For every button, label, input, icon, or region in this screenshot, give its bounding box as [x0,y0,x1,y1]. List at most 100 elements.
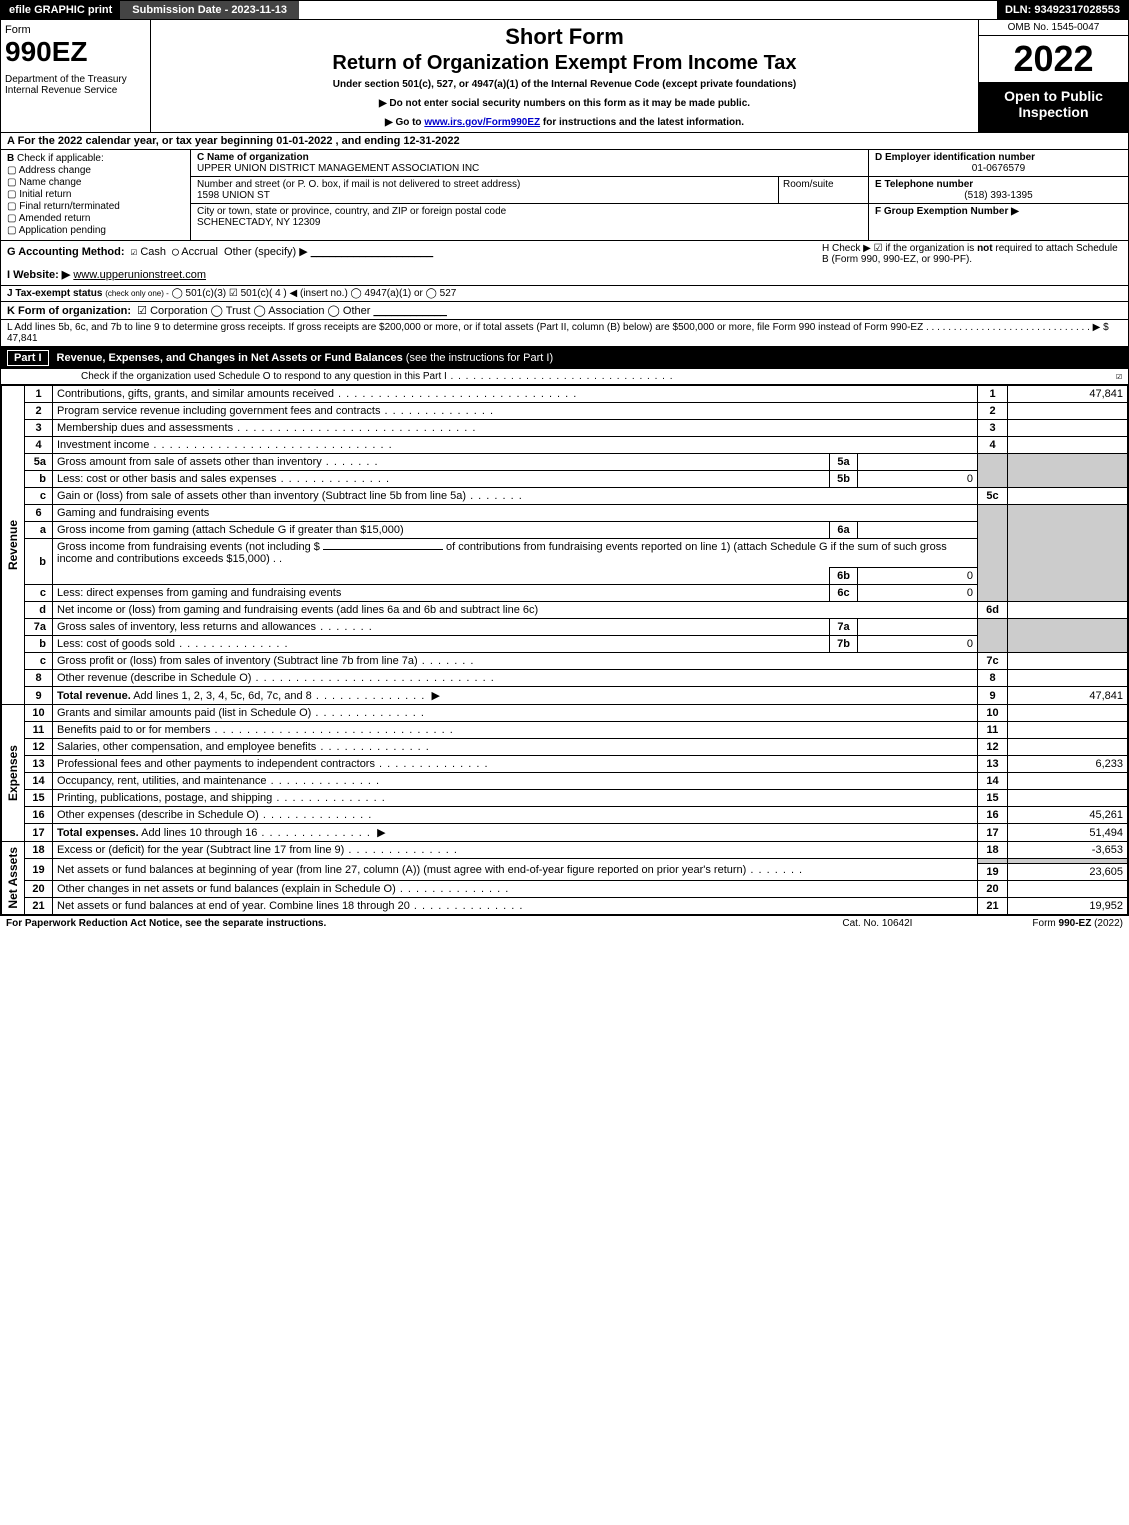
section-l: L Add lines 5b, 6c, and 7b to line 9 to … [0,320,1129,347]
line-4: 4Investment income 4 [2,437,1128,454]
a-mid: , and ending [332,135,403,147]
line-14: 14Occupancy, rent, utilities, and mainte… [2,773,1128,790]
efile-print-label[interactable]: efile GRAPHIC print [1,1,120,19]
section-a: A For the 2022 calendar year, or tax yea… [0,133,1129,150]
line-7c-val [1008,653,1128,670]
line-7a: 7aGross sales of inventory, less returns… [2,619,1128,636]
cash-label: Cash [140,246,166,258]
line-6a: aGross income from gaming (attach Schedu… [2,522,1128,539]
line-6c-inval: 0 [858,585,978,602]
line-20: 20Other changes in net assets or fund ba… [2,881,1128,898]
line-12-val [1008,739,1128,756]
b-heading: Check if applicable: [17,153,104,164]
header-left: Form 990EZ Department of the Treasury In… [1,20,151,132]
line-19-val: 23,605 [1008,864,1128,881]
l-value: 47,841 [7,333,38,344]
irs-link[interactable]: www.irs.gov/Form990EZ [424,117,540,128]
line-7a-desc: Gross sales of inventory, less returns a… [57,621,373,633]
form-ref: Form 990-EZ (2022) [1032,918,1123,929]
form-ref-pre: Form [1032,918,1058,929]
instructions-link-row: ▶ Go to www.irs.gov/Form990EZ for instru… [155,117,974,128]
line-21-val: 19,952 [1008,898,1128,915]
line-7b-desc: Less: cost of goods sold [57,638,289,650]
line-19-desc: Net assets or fund balances at beginning… [57,864,803,876]
line-8: 8Other revenue (describe in Schedule O) … [2,670,1128,687]
line-8-desc: Other revenue (describe in Schedule O) [57,672,495,684]
line-5c: cGain or (loss) from sale of assets othe… [2,488,1128,505]
line-3-val [1008,420,1128,437]
chk-accrual[interactable]: ◯ [172,245,179,258]
line-10-val [1008,705,1128,722]
room-suite-label: Room/suite [778,177,868,203]
line-3: 3Membership dues and assessments 3 [2,420,1128,437]
ein-row: D Employer identification number 01-0676… [869,150,1128,177]
c-name-label: C Name of organization [197,152,309,163]
line-9: 9Total revenue. Add lines 1, 2, 3, 4, 5c… [2,687,1128,705]
line-2: 2Program service revenue including gover… [2,403,1128,420]
section-b: B Check if applicable: ▢ Address change … [1,150,191,240]
part1-schedule-o-check[interactable]: ☑ [1116,371,1122,382]
part1-note-text: Check if the organization used Schedule … [81,371,673,382]
k-blank: ____________ [374,305,447,317]
line-10: Expenses 10Grants and similar amounts pa… [2,705,1128,722]
line-15-val [1008,790,1128,807]
j-opts[interactable]: ◯ 501(c)(3) ☑ 501(c)( 4 ) ◀ (insert no.)… [172,288,457,299]
chk-name-change[interactable]: ▢ Name change [7,177,184,188]
org-name: UPPER UNION DISTRICT MANAGEMENT ASSOCIAT… [197,163,862,174]
website-value[interactable]: www.upperunionstreet.com [73,269,206,281]
line-20-val [1008,881,1128,898]
other-blank: ____________________ [311,246,433,258]
line-13: 13Professional fees and other payments t… [2,756,1128,773]
section-j: J Tax-exempt status (check only one) - ◯… [0,286,1129,302]
line-7c: cGross profit or (loss) from sales of in… [2,653,1128,670]
chk-application-pending-label: Application pending [19,225,106,236]
line-17-desc2: Add lines 10 through 16 [139,827,371,839]
chk-cash[interactable]: ☑ [131,245,138,258]
section-k: K Form of organization: ☑ Corporation ◯ … [0,302,1129,320]
line-4-desc: Investment income [57,439,393,451]
line-16: 16Other expenses (describe in Schedule O… [2,807,1128,824]
tax-year: 2022 [979,36,1128,82]
line-21-desc: Net assets or fund balances at end of ye… [57,900,523,912]
line-6b-pre: Gross income from fundraising events (no… [57,541,320,553]
chk-initial-return[interactable]: ▢ Initial return [7,189,184,200]
b-label: B [7,153,14,164]
line-4-val [1008,437,1128,454]
chk-application-pending[interactable]: ▢ Application pending [7,225,184,236]
line-5b-inval: 0 [858,471,978,488]
form-header: Form 990EZ Department of the Treasury In… [0,20,1129,133]
phone-row: E Telephone number (518) 393-1395 [869,177,1128,204]
chk-amended-return[interactable]: ▢ Amended return [7,213,184,224]
line-19a: 19Net assets or fund balances at beginni… [2,859,1128,864]
line-11: 11Benefits paid to or for members 11 [2,722,1128,739]
group-exemption-row: F Group Exemption Number ▶ [869,204,1128,219]
line-17-val: 51,494 [1008,824,1128,842]
chk-initial-return-label: Initial return [19,189,71,200]
line-12: 12Salaries, other compensation, and empl… [2,739,1128,756]
city-value: SCHENECTADY, NY 12309 [197,217,862,228]
line-15: 15Printing, publications, postage, and s… [2,790,1128,807]
line-5b-desc: Less: cost or other basis and sales expe… [57,473,390,485]
submission-date: Submission Date - 2023-11-13 [120,1,299,19]
section-c: C Name of organization UPPER UNION DISTR… [191,150,868,240]
line-2-desc: Program service revenue including govern… [57,405,494,417]
g-label: G Accounting Method: [7,246,125,258]
ein-value: 01-0676579 [875,163,1122,174]
dln-label: DLN: 93492317028553 [997,1,1128,19]
k-opts[interactable]: ☑ Corporation ◯ Trust ◯ Association ◯ Ot… [137,305,370,317]
part1-note: Check if the organization used Schedule … [1,369,1128,385]
line-6-desc: Gaming and fundraising events [53,505,978,522]
line-13-desc: Professional fees and other payments to … [57,758,489,770]
chk-final-return[interactable]: ▢ Final return/terminated [7,201,184,212]
part1-bar: Part I Revenue, Expenses, and Changes in… [1,347,1128,369]
form-ref-b: 990-EZ [1059,918,1092,929]
header-right: OMB No. 1545-0047 2022 Open to Public In… [978,20,1128,132]
chk-address-change[interactable]: ▢ Address change [7,165,184,176]
j-sub: (check only one) - [105,289,169,298]
part1-title: Revenue, Expenses, and Changes in Net As… [57,352,403,364]
form-title: Return of Organization Exempt From Incom… [155,52,974,75]
section-bcdef: B Check if applicable: ▢ Address change … [0,150,1129,241]
line-5a: 5aGross amount from sale of assets other… [2,454,1128,471]
i-label: I Website: ▶ [7,269,70,281]
chk-final-return-label: Final return/terminated [19,201,120,212]
